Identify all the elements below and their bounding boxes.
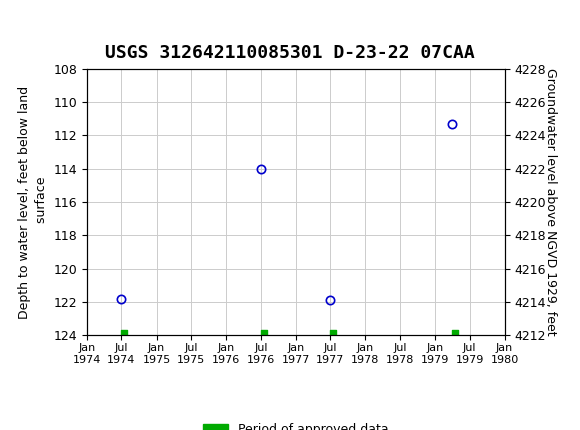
Text: USGS 312642110085301 D-23-22 07CAA: USGS 312642110085301 D-23-22 07CAA	[105, 44, 475, 62]
Legend: Period of approved data: Period of approved data	[198, 418, 394, 430]
Y-axis label: Depth to water level, feet below land
 surface: Depth to water level, feet below land su…	[18, 86, 48, 319]
Text: ≡USGS: ≡USGS	[6, 16, 64, 35]
Y-axis label: Groundwater level above NGVD 1929, feet: Groundwater level above NGVD 1929, feet	[544, 68, 557, 336]
